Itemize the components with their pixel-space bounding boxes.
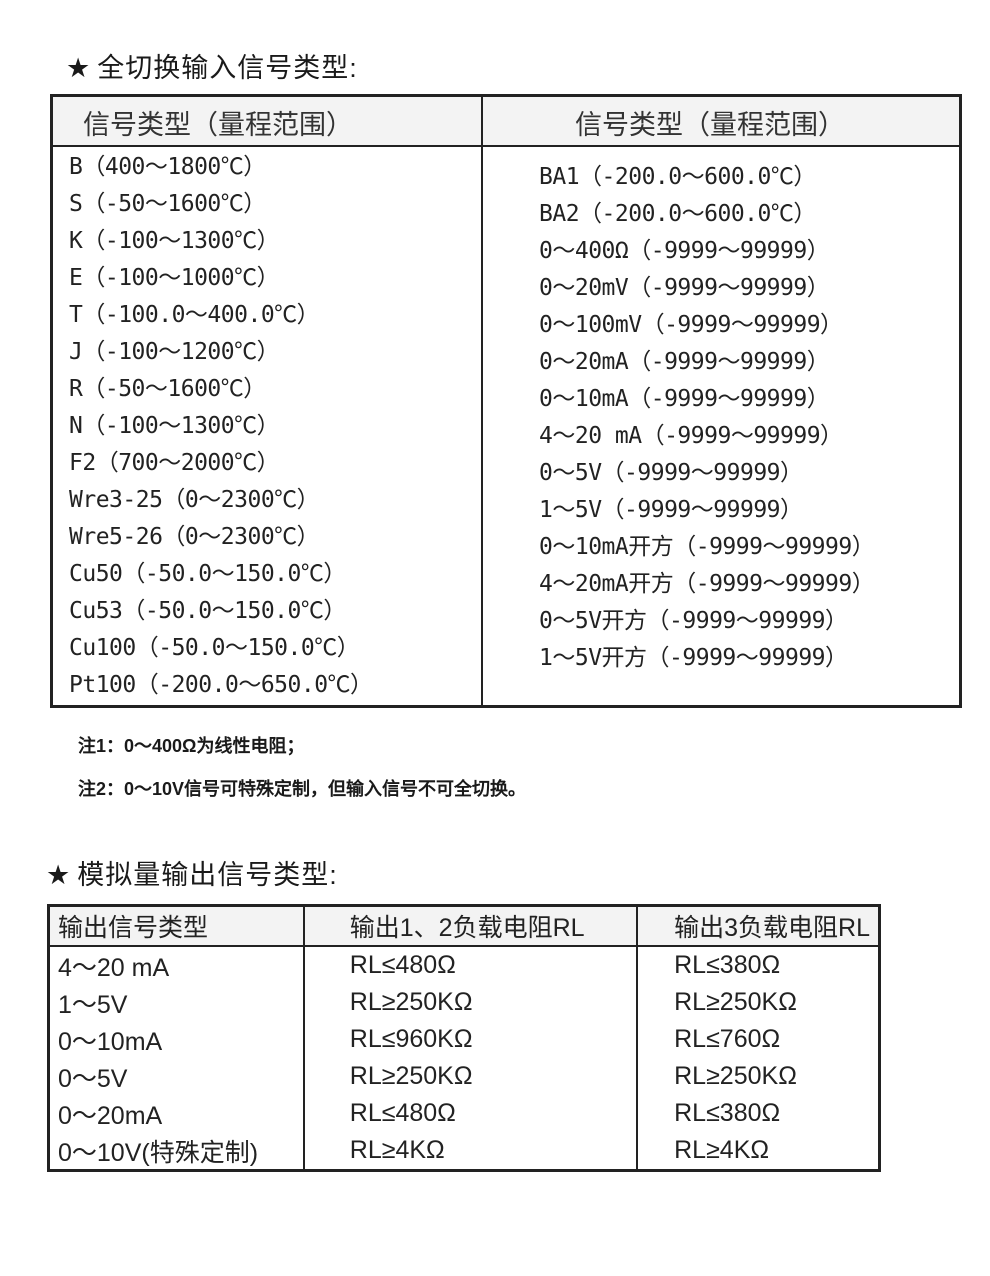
output-signal-table: 输出信号类型 输出1、2负载电阻RL 输出3负载电阻RL 4～20 mA RL≤4… <box>47 904 881 1172</box>
list-item: BA2（-200.0～600.0℃） <box>539 201 816 227</box>
list-item: 0～20mV（-9999～99999） <box>539 275 830 301</box>
header-cell: 输出信号类型 <box>47 905 304 947</box>
list-item: 0～100mV（-9999～99999） <box>539 312 843 338</box>
table-cell: 0～20mA <box>47 1095 304 1132</box>
list-item: E（-100～1000℃） <box>69 265 280 291</box>
table-cell: 0～10mA <box>47 1021 304 1058</box>
table-row: 0～10V(特殊定制) RL≥4KΩ RL≥4KΩ <box>47 1132 880 1171</box>
list-item: 4～20mA开方（-9999～99999） <box>539 571 875 597</box>
section2-title-text: 模拟量输出信号类型: <box>77 860 338 890</box>
table-cell: RL≥250KΩ <box>302 1058 638 1095</box>
list-item: S（-50～1600℃） <box>69 191 266 217</box>
header-right: 信号类型（量程范围） <box>575 110 845 140</box>
header-cell: 输出1、2负载电阻RL <box>302 905 638 947</box>
list-item: F2（700～2000℃） <box>69 450 280 476</box>
table-row: 0～5V RL≥250KΩ RL≥250KΩ <box>47 1058 880 1095</box>
section1-title-text: 全切换输入信号类型: <box>97 53 358 83</box>
table-cell: RL≤480Ω <box>302 946 638 984</box>
list-item: Pt100（-200.0～650.0℃） <box>69 672 373 698</box>
list-item: B（400～1800℃） <box>69 154 266 180</box>
table-cell: RL≥250KΩ <box>636 984 880 1021</box>
table-cell: 0～10V(特殊定制) <box>47 1132 304 1171</box>
list-item: Wre3-25（0～2300℃） <box>69 487 320 513</box>
table-cell: RL≤960KΩ <box>302 1021 638 1058</box>
list-item: R（-50～1600℃） <box>69 376 266 402</box>
header-left: 信号类型（量程范围） <box>83 110 353 140</box>
list-item: K（-100～1300℃） <box>69 228 280 254</box>
list-item: 0～10mA（-9999～99999） <box>539 386 830 412</box>
table-cell: 4～20 mA <box>47 946 304 984</box>
list-item: T（-100.0～400.0℃） <box>69 302 320 328</box>
table-cell: RL≥4KΩ <box>636 1132 880 1171</box>
list-item: 4～20 mA（-9999～99999） <box>539 423 843 449</box>
table-cell: RL≥250KΩ <box>302 984 638 1021</box>
table-header <box>53 97 959 147</box>
table-header-row: 输出信号类型 输出1、2负载电阻RL 输出3负载电阻RL <box>47 905 880 947</box>
star-icon: ★ <box>46 860 72 890</box>
table-cell: RL≥4KΩ <box>302 1132 638 1171</box>
left-column: B（400～1800℃） S（-50～1600℃） K（-100～1300℃） E（-… <box>69 149 373 704</box>
section2-title: ★ 模拟量输出信号类型: <box>46 853 338 892</box>
list-item: Cu100（-50.0～150.0℃） <box>69 635 360 661</box>
list-item: Wre5-26（0～2300℃） <box>69 524 320 550</box>
table-cell: RL≤380Ω <box>636 946 880 984</box>
list-item: BA1（-200.0～600.0℃） <box>539 164 816 190</box>
note-2: 注2：0～10V信号可特殊定制，但输入信号不可全切换。 <box>78 779 527 799</box>
list-item: N（-100～1300℃） <box>69 413 280 439</box>
list-item: 1～5V（-9999～99999） <box>539 497 803 523</box>
list-item: 0～400Ω（-9999～99999） <box>539 238 830 264</box>
star-icon: ★ <box>66 53 92 83</box>
input-signal-table: 信号类型（量程范围） 信号类型（量程范围） B（400～1800℃） S（-50～… <box>50 94 962 708</box>
list-item: 1～5V开方（-9999～99999） <box>539 645 848 671</box>
table-row: 1～5V RL≥250KΩ RL≥250KΩ <box>47 984 880 1021</box>
table-row: 0～20mA RL≤480Ω RL≤380Ω <box>47 1095 880 1132</box>
list-item: Cu50（-50.0～150.0℃） <box>69 561 346 587</box>
table-cell: RL≤760Ω <box>636 1021 880 1058</box>
table-cell: RL≤480Ω <box>302 1095 638 1132</box>
list-item: 0～5V开方（-9999～99999） <box>539 608 848 634</box>
section1-title: ★ 全切换输入信号类型: <box>66 46 358 85</box>
list-item: 0～5V（-9999～99999） <box>539 460 803 486</box>
list-item: 0～20mA（-9999～99999） <box>539 349 830 375</box>
table-row: 0～10mA RL≤960KΩ RL≤760Ω <box>47 1021 880 1058</box>
note-1: 注1：0～400Ω为线性电阻； <box>78 736 305 756</box>
table-cell: RL≥250KΩ <box>636 1058 880 1095</box>
list-item: J（-100～1200℃） <box>69 339 280 365</box>
list-item: Cu53（-50.0～150.0℃） <box>69 598 346 624</box>
table-row: 4～20 mA RL≤480Ω RL≤380Ω <box>47 946 880 984</box>
column-divider <box>481 97 483 705</box>
table-cell: RL≤380Ω <box>636 1095 880 1132</box>
list-item: 0～10mA开方（-9999～99999） <box>539 534 875 560</box>
right-column: BA1（-200.0～600.0℃） BA2（-200.0～600.0℃） 0～40… <box>539 159 875 677</box>
header-cell: 输出3负载电阻RL <box>636 905 880 947</box>
table-cell: 1～5V <box>47 984 304 1021</box>
table-cell: 0～5V <box>47 1058 304 1095</box>
